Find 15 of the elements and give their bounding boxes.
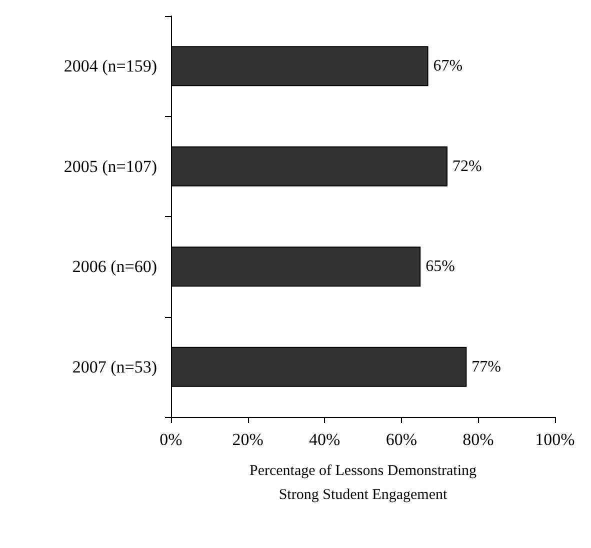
x-tick-label: 60% bbox=[386, 430, 417, 449]
x-tick-label: 0% bbox=[160, 430, 182, 449]
x-tick-label: 40% bbox=[309, 430, 340, 449]
data-label: 72% bbox=[452, 158, 482, 175]
x-tick-label: 80% bbox=[462, 430, 494, 449]
x-tick-label: 20% bbox=[232, 430, 264, 449]
y-tick-label: 2006 (n=60) bbox=[72, 257, 157, 276]
x-tick-label: 100% bbox=[535, 430, 575, 449]
y-tick-label: 2007 (n=53) bbox=[72, 357, 157, 376]
data-label: 65% bbox=[426, 258, 455, 276]
data-label: 77% bbox=[472, 358, 502, 376]
data-label: 67% bbox=[433, 58, 463, 75]
y-tick-label: 2005 (n=107) bbox=[64, 156, 157, 176]
x-axis-title: Percentage of Lessons Demonstrating Strong Student Engagement bbox=[249, 463, 478, 503]
y-tick-label: 2004 (n=159) bbox=[64, 56, 157, 76]
